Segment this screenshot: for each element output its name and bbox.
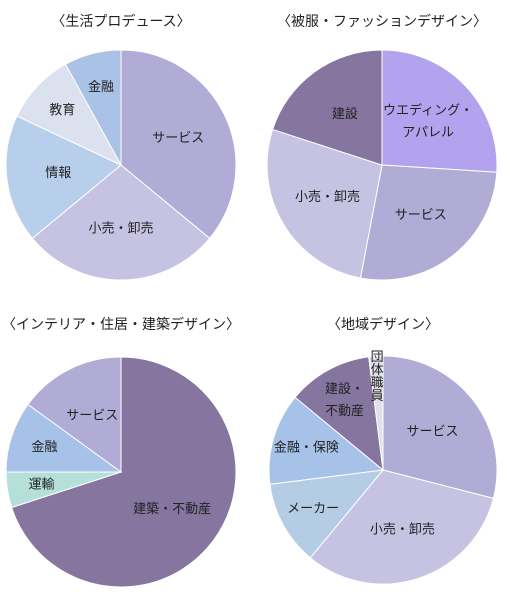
slice-label: 教育 (49, 101, 75, 117)
pie-slice (27, 356, 122, 473)
slice-label: 小売・卸売 (370, 521, 435, 537)
pie-slice (120, 49, 237, 240)
pie-slice (266, 128, 383, 279)
slice-label: 金融 (31, 439, 57, 455)
slice-label: サービス (66, 408, 118, 423)
pie-slice (10, 356, 237, 588)
slice-label: サービス (152, 131, 204, 146)
slice-label: 金融 (88, 79, 114, 95)
pie-slice (309, 469, 495, 585)
pie-slice (294, 356, 384, 472)
slice-label: 運輸 (28, 477, 54, 492)
pie-slice (381, 49, 498, 173)
slice-label: 小売・卸売 (88, 220, 153, 236)
pie-slice (359, 164, 498, 281)
pie-slice (64, 49, 122, 166)
pie-slice (5, 403, 123, 473)
slice-label: 建設・不動産 (325, 381, 364, 419)
pie-slice (31, 164, 211, 281)
pie-slice (382, 355, 498, 499)
slice-label: 建築・不動産 (133, 501, 211, 517)
chart-title: 〈地域デザイン〉 (327, 316, 439, 333)
slice-label: 金融・保険 (274, 439, 339, 455)
slice-label: 情報 (45, 165, 71, 180)
chart-title: 〈生活プロデュース〉 (51, 13, 190, 30)
pie-slice (16, 63, 123, 167)
slice-label: メーカー (287, 501, 339, 516)
slice-label: ウエディング・アパレル (383, 102, 473, 140)
slice-label: サービス (395, 207, 447, 222)
slice-label: サービス (407, 424, 459, 439)
slice-label: 小売・卸売 (295, 189, 360, 205)
slice-label: 建設 (332, 105, 358, 121)
pie-slice (269, 469, 385, 559)
pie-slice (268, 396, 385, 485)
chart-title: 〈被服・ファッションデザイン〉 (277, 13, 487, 30)
slice-label: 団体職員 (371, 350, 384, 404)
chart-title: 〈インテリア・住居・建築デザイン〉 (2, 316, 240, 333)
pie-slice (368, 355, 384, 471)
pie-slice (271, 49, 383, 166)
pie-slice (5, 115, 122, 240)
